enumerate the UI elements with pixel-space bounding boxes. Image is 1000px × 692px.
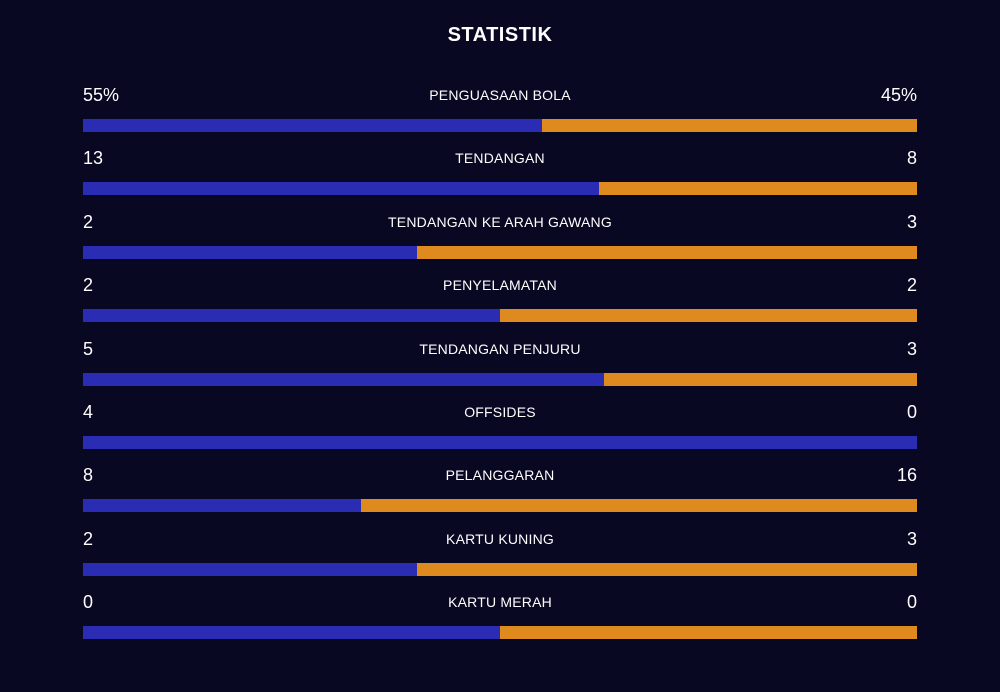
home-value: 5 [83,338,94,359]
home-bar-fill [83,562,417,576]
away-bar-fill [500,309,917,323]
stat-bar [83,499,917,513]
away-value: 45% [880,85,917,105]
stat-row: 2 PENYELAMATAN 2 [83,274,917,323]
home-value: 0 [83,592,94,613]
stat-label: TENDANGAN [455,150,545,167]
away-value: 2 [906,275,917,296]
stat-label: PENGUASAAN BOLA [429,87,571,103]
statistics-title: STATISTIK [447,24,553,46]
stat-row: 13 TENDANGAN 8 [83,147,917,196]
home-bar-fill [83,182,600,196]
home-value: 2 [83,528,94,549]
away-bar-fill [500,626,917,640]
stat-bar [83,436,917,449]
home-value: 2 [83,211,94,232]
away-bar-fill [604,372,917,386]
stat-label: OFFSIDES [464,404,536,420]
stat-label: KARTU KUNING [446,530,554,547]
home-value: 8 [83,465,94,486]
stat-bar [83,626,917,640]
home-bar-fill [83,499,361,513]
away-value: 3 [906,528,917,549]
home-value: 13 [83,148,104,169]
stat-label: KARTU MERAH [448,594,552,611]
stat-bar [83,372,917,386]
away-bar-fill [541,119,917,132]
away-value: 0 [906,592,917,613]
stat-row: 8 PELANGGARAN 16 [83,464,917,513]
away-value: 3 [906,211,917,232]
home-bar-fill [83,245,417,259]
home-value: 4 [83,402,94,422]
stat-bar [83,182,917,196]
home-bar-fill [83,309,500,323]
stat-bar [83,119,917,132]
stat-row: 4 OFFSIDES 0 [83,401,917,449]
home-bar-fill [83,119,542,132]
stat-row: 0 KARTU MERAH 0 [83,591,917,640]
home-bar-fill [83,436,917,449]
away-bar-fill [360,499,917,513]
away-value: 16 [896,465,917,486]
away-bar-fill [416,245,917,259]
stat-bar [83,309,917,323]
home-bar-fill [83,626,500,640]
away-value: 8 [906,148,917,169]
stat-bar [83,562,917,576]
home-value: 55% [83,85,120,105]
stat-bar [83,245,917,259]
away-value: 3 [906,338,917,359]
stat-row: 2 TENDANGAN KE ARAH GAWANG 3 [83,211,917,259]
stat-label: PELANGGARAN [445,467,555,484]
stat-row: 5 TENDANGAN PENJURU 3 [83,338,917,386]
stat-label: PENYELAMATAN [443,277,557,294]
stat-row: 55% PENGUASAAN BOLA 45% [83,84,917,132]
away-bar-fill [599,182,917,196]
home-value: 2 [83,275,94,296]
home-bar-fill [83,372,605,386]
stat-row: 2 KARTU KUNING 3 [83,528,917,576]
stat-label: TENDANGAN PENJURU [419,340,581,357]
stat-label: TENDANGAN KE ARAH GAWANG [388,213,612,230]
away-value: 0 [906,402,917,422]
away-bar-fill [416,562,917,576]
